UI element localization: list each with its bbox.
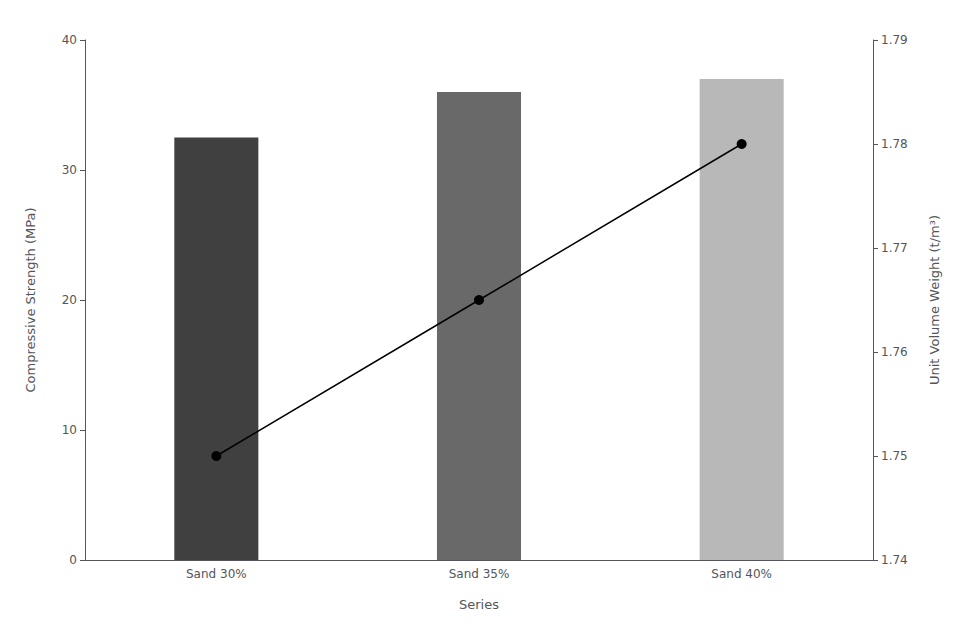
svg-text:1.76: 1.76 bbox=[881, 345, 908, 359]
svg-text:Unit Volume Weight (t/m³): Unit Volume Weight (t/m³) bbox=[927, 215, 942, 385]
svg-text:30: 30 bbox=[62, 163, 77, 177]
svg-text:1.77: 1.77 bbox=[881, 241, 908, 255]
svg-text:Sand 35%: Sand 35% bbox=[449, 567, 510, 581]
svg-text:1.75: 1.75 bbox=[881, 449, 908, 463]
svg-text:0: 0 bbox=[69, 553, 77, 567]
svg-text:1.79: 1.79 bbox=[881, 33, 908, 47]
svg-text:Compressive Strength (MPa): Compressive Strength (MPa) bbox=[23, 208, 38, 393]
svg-text:20: 20 bbox=[62, 293, 77, 307]
svg-text:Sand 40%: Sand 40% bbox=[711, 567, 772, 581]
svg-text:10: 10 bbox=[62, 423, 77, 437]
svg-text:Sand 30%: Sand 30% bbox=[186, 567, 247, 581]
svg-text:1.74: 1.74 bbox=[881, 553, 908, 567]
svg-text:Series: Series bbox=[459, 597, 499, 612]
svg-text:40: 40 bbox=[62, 33, 77, 47]
svg-text:1.78: 1.78 bbox=[881, 137, 908, 151]
